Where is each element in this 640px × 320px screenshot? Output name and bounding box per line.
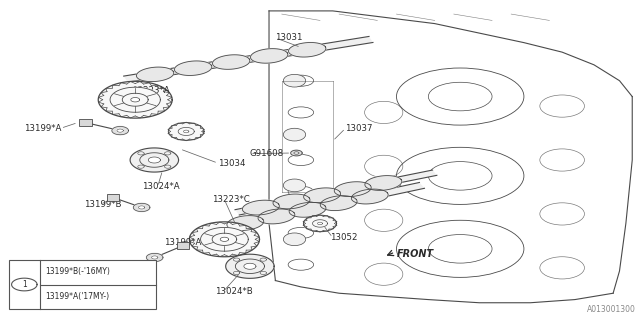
Text: 13223*C: 13223*C xyxy=(212,195,250,204)
Text: 13052: 13052 xyxy=(330,233,357,242)
Polygon shape xyxy=(320,196,357,211)
Polygon shape xyxy=(244,263,256,269)
Ellipse shape xyxy=(284,128,306,141)
Polygon shape xyxy=(152,256,158,259)
Polygon shape xyxy=(365,176,402,190)
Polygon shape xyxy=(122,93,148,106)
Polygon shape xyxy=(273,194,310,209)
Text: 13199*A('17MY-): 13199*A('17MY-) xyxy=(45,292,109,301)
Ellipse shape xyxy=(284,74,306,87)
Text: 13199*B(-'16MY): 13199*B(-'16MY) xyxy=(45,267,109,276)
Polygon shape xyxy=(226,254,274,278)
Polygon shape xyxy=(168,123,204,140)
Text: 13024*B: 13024*B xyxy=(215,287,253,296)
Text: 13031: 13031 xyxy=(275,33,303,42)
Text: 13024*A: 13024*A xyxy=(141,182,179,191)
Polygon shape xyxy=(235,170,437,215)
Polygon shape xyxy=(148,157,161,163)
Polygon shape xyxy=(291,150,302,156)
Polygon shape xyxy=(136,67,174,82)
Polygon shape xyxy=(178,127,194,135)
Polygon shape xyxy=(79,119,92,126)
Text: FRONT: FRONT xyxy=(396,249,433,259)
Polygon shape xyxy=(303,215,337,232)
Text: 1: 1 xyxy=(22,280,27,289)
Polygon shape xyxy=(212,55,250,69)
Polygon shape xyxy=(189,222,259,257)
Polygon shape xyxy=(175,61,212,76)
Ellipse shape xyxy=(284,233,306,246)
Polygon shape xyxy=(200,228,248,251)
Polygon shape xyxy=(303,188,340,203)
Polygon shape xyxy=(227,216,264,230)
Polygon shape xyxy=(147,253,163,262)
Polygon shape xyxy=(219,182,424,231)
Text: G91608: G91608 xyxy=(250,149,284,158)
Polygon shape xyxy=(289,202,326,217)
Polygon shape xyxy=(99,81,172,118)
Polygon shape xyxy=(334,182,371,196)
Ellipse shape xyxy=(284,179,306,192)
Polygon shape xyxy=(124,36,373,82)
Polygon shape xyxy=(138,206,145,209)
Polygon shape xyxy=(250,49,288,63)
Text: 13199*A: 13199*A xyxy=(24,124,61,133)
Polygon shape xyxy=(177,243,189,249)
FancyBboxPatch shape xyxy=(9,260,156,309)
Polygon shape xyxy=(131,98,140,102)
Text: 13037: 13037 xyxy=(346,124,373,133)
Text: 13034: 13034 xyxy=(218,159,246,168)
Polygon shape xyxy=(130,148,179,172)
Polygon shape xyxy=(220,237,228,241)
Polygon shape xyxy=(312,220,328,227)
Polygon shape xyxy=(236,259,264,274)
Polygon shape xyxy=(110,87,161,112)
Polygon shape xyxy=(351,189,388,204)
Text: 13199*B: 13199*B xyxy=(84,200,122,209)
Polygon shape xyxy=(184,130,189,133)
Text: 13199*A: 13199*A xyxy=(164,238,201,247)
Polygon shape xyxy=(258,209,295,224)
Polygon shape xyxy=(106,194,119,201)
Polygon shape xyxy=(243,200,279,215)
Polygon shape xyxy=(133,203,150,212)
Polygon shape xyxy=(140,153,169,167)
Polygon shape xyxy=(117,129,124,132)
Polygon shape xyxy=(289,43,326,57)
Polygon shape xyxy=(112,126,129,135)
Polygon shape xyxy=(212,233,237,245)
Polygon shape xyxy=(317,222,323,225)
Text: A013001300: A013001300 xyxy=(586,305,636,314)
Text: 13223*A: 13223*A xyxy=(132,86,170,95)
